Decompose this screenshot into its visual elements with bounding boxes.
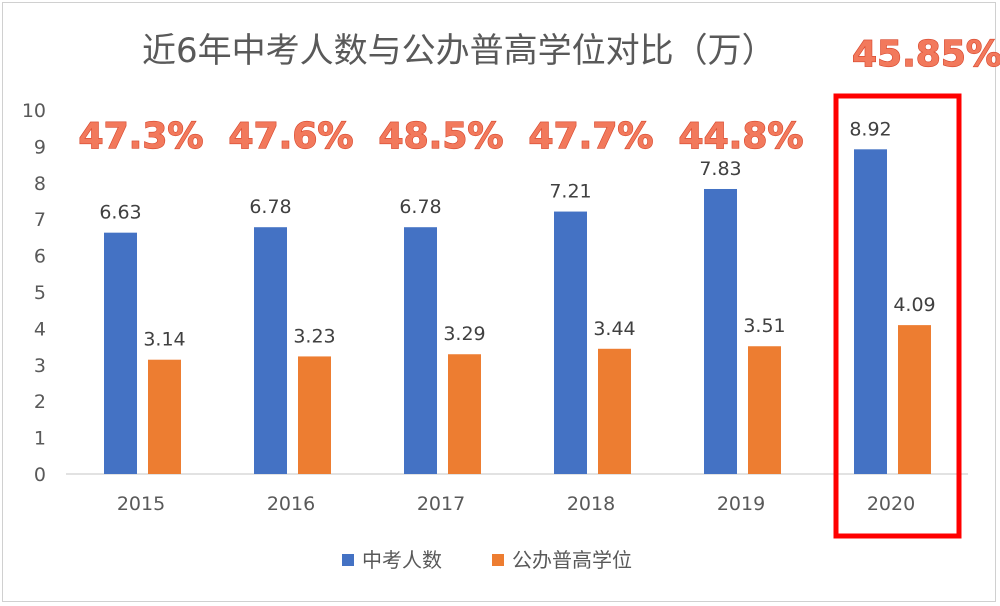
highlight-ratio-label: 45.85%: [852, 34, 1000, 75]
x-tick-label-2016: 2016: [267, 493, 315, 515]
x-tick-label-2017: 2017: [417, 493, 465, 515]
data-label-2015-series-2: 3.14: [143, 329, 185, 351]
legend-label-series-1: 中考人数: [362, 548, 442, 572]
bar-2020-series-1: [854, 149, 887, 474]
data-label-2016-series-2: 3.23: [293, 325, 335, 347]
data-label-2020-series-1: 8.92: [849, 118, 891, 140]
data-label-2016-series-1: 6.78: [249, 196, 291, 218]
y-tick-label: 0: [34, 464, 46, 486]
data-label-2020-series-2: 4.09: [893, 294, 935, 316]
bar-2019-series-1: [704, 188, 737, 474]
chart-title: 近6年中考人数与公办普高学位对比（万）: [142, 31, 776, 71]
y-tick-label: 5: [34, 282, 46, 304]
ratio-label-2017: 48.5%: [379, 116, 504, 157]
x-axis-categories: 2015 2016 2017 2018 2019 2020: [117, 493, 915, 515]
bar-2018-series-1: [554, 211, 587, 474]
bar-2015-series-1: [104, 232, 137, 474]
bar-2017-series-1: [404, 227, 437, 474]
ratio-label-2019: 44.8%: [679, 116, 804, 157]
legend: 中考人数 公办普高学位: [342, 548, 632, 572]
y-tick-label: 4: [34, 318, 46, 340]
y-axis: 0 1 2 3 4 5 6 7 8 9 10: [22, 100, 46, 486]
bar-2016-series-2: [298, 356, 331, 474]
x-tick-label-2020: 2020: [867, 493, 915, 515]
bar-series-group: [104, 149, 931, 474]
data-label-2018-series-2: 3.44: [593, 318, 635, 340]
legend-swatch-series-2: [492, 554, 504, 566]
data-label-2017-series-2: 3.29: [443, 323, 485, 345]
y-tick-label: 7: [34, 209, 46, 231]
bar-2015-series-2: [148, 359, 181, 474]
y-tick-label: 6: [34, 246, 46, 268]
x-tick-label-2019: 2019: [717, 493, 765, 515]
bar-2018-series-2: [598, 348, 631, 474]
x-tick-label-2018: 2018: [567, 493, 615, 515]
legend-label-series-2: 公办普高学位: [512, 548, 632, 572]
ratio-label-2015: 47.3%: [79, 116, 204, 157]
ratio-label-2018: 47.7%: [529, 116, 654, 157]
data-label-2018-series-1: 7.21: [549, 181, 591, 203]
legend-swatch-series-1: [342, 554, 354, 566]
data-label-2017-series-1: 6.78: [399, 196, 441, 218]
y-tick-label: 8: [34, 173, 46, 195]
data-label-2019-series-1: 7.83: [699, 158, 741, 180]
y-tick-label: 2: [34, 391, 46, 413]
bar-2020-series-2: [898, 325, 931, 474]
data-label-2019-series-2: 3.51: [743, 315, 785, 337]
ratio-label-2016: 47.6%: [229, 116, 354, 157]
bar-2019-series-2: [748, 346, 781, 474]
highlight-box-2020: [833, 93, 962, 539]
bar-2017-series-2: [448, 354, 481, 474]
data-label-2015-series-1: 6.63: [99, 202, 141, 224]
bar-2016-series-1: [254, 227, 287, 474]
y-tick-label: 1: [34, 428, 46, 450]
y-tick-label: 3: [34, 355, 46, 377]
data-labels-group: 6.63 3.14 6.78 3.23 6.78 3.29 7.21 3.44 7.83 3.51…: [99, 118, 935, 350]
y-tick-label: 10: [22, 100, 46, 122]
y-tick-label: 9: [34, 136, 46, 158]
x-tick-label-2015: 2015: [117, 493, 165, 515]
ratio-labels-group: 47.3% 47.6% 48.5% 47.7% 44.8%: [78, 115, 804, 157]
